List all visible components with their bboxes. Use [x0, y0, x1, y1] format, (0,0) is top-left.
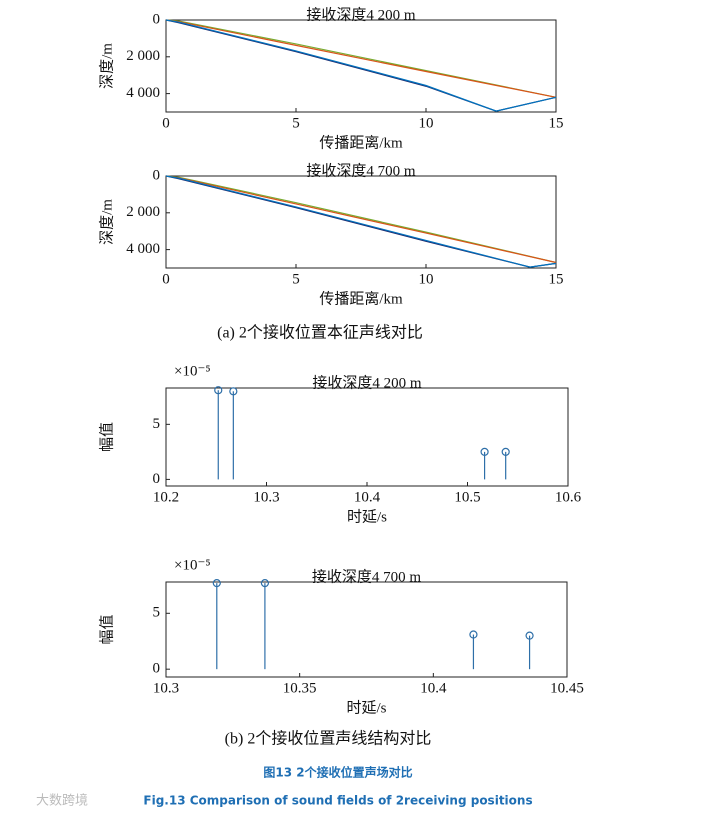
x-tick-label: 0 [162, 271, 170, 287]
y-tick-label: 0 [153, 167, 161, 183]
figure-caption: Fig.13 Comparison of sound fields of 2re… [143, 794, 532, 808]
y-tick-label: 2 000 [126, 48, 160, 64]
x-tick-label: 10.3 [153, 680, 179, 696]
chart-title: 接收深度4 200 m [312, 374, 422, 391]
chart-title: 接收深度4 700 m [312, 568, 422, 585]
subcaption: (a) 2个接收位置本征声线对比 [217, 324, 423, 342]
y-axis-label: 幅值 [98, 422, 115, 452]
stem-head [229, 387, 238, 396]
axis-multiplier: ×10⁻⁵ [174, 363, 211, 379]
stem-head [501, 447, 510, 456]
x-tick-label: 10 [419, 115, 434, 131]
y-tick-label: 0 [153, 11, 161, 27]
y-tick-label: 4 000 [126, 85, 160, 101]
chart-title: 接收深度4 200 m [306, 6, 416, 23]
x-axis-label: 传播距离/km [319, 290, 403, 307]
y-tick-label: 2 000 [126, 204, 160, 220]
x-tick-label: 10.4 [420, 680, 447, 696]
x-tick-label: 10.35 [283, 680, 317, 696]
ray-path [165, 19, 557, 98]
ray-path [165, 19, 557, 112]
figure-caption: 图13 2个接收位置声场对比 [263, 765, 412, 780]
x-tick-label: 5 [292, 115, 300, 131]
x-tick-label: 15 [549, 115, 564, 131]
ray-path [165, 175, 557, 268]
stem-head [480, 447, 489, 456]
x-tick-label: 10.2 [153, 489, 179, 505]
plot-frame [165, 387, 569, 487]
y-axis-label: 深度/m [98, 199, 115, 245]
axis-multiplier: ×10⁻⁵ [174, 557, 211, 573]
x-axis-label: 时延/s [346, 699, 386, 716]
x-tick-label: 10.6 [555, 489, 582, 505]
stem-head [260, 579, 270, 588]
subcaption: (b) 2个接收位置声线结构对比 [225, 730, 432, 748]
x-tick-label: 5 [292, 271, 300, 287]
x-tick-label: 10 [419, 271, 434, 287]
y-tick-label: 5 [153, 416, 161, 432]
stem-head [212, 579, 221, 588]
chart-title: 接收深度4 700 m [306, 162, 416, 179]
plot-frame [165, 19, 557, 113]
y-tick-label: 4 000 [126, 241, 160, 257]
watermark: 大数跨境 [36, 794, 88, 809]
x-tick-label: 15 [549, 271, 564, 287]
x-tick-label: 10.3 [253, 489, 279, 505]
stem-head [525, 631, 534, 640]
x-tick-label: 10.45 [550, 680, 584, 696]
plot-frame [165, 581, 568, 678]
y-tick-label: 5 [153, 605, 161, 621]
y-axis-label: 深度/m [98, 43, 115, 89]
x-tick-label: 10.5 [454, 489, 480, 505]
x-tick-label: 10.4 [354, 489, 381, 505]
y-tick-label: 0 [153, 661, 161, 677]
y-axis-label: 幅值 [98, 614, 115, 644]
stem-head [469, 630, 478, 639]
x-axis-label: 时延/s [347, 508, 387, 525]
plot-frame [165, 175, 557, 269]
stem-head [214, 386, 223, 395]
x-axis-label: 传播距离/km [319, 134, 403, 151]
x-tick-label: 0 [162, 115, 170, 131]
y-tick-label: 0 [153, 471, 161, 487]
